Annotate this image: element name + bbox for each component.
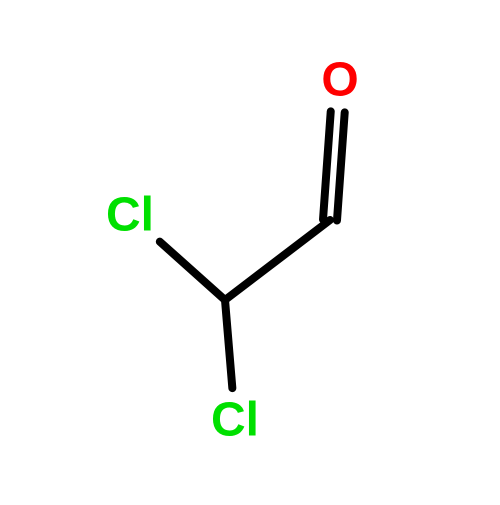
atom-cl2: Cl: [211, 394, 259, 447]
bonds-group: [160, 111, 345, 388]
atom-o: O: [321, 54, 358, 107]
molecule-diagram: O Cl Cl: [0, 0, 500, 500]
atom-cl1: Cl: [106, 189, 154, 242]
